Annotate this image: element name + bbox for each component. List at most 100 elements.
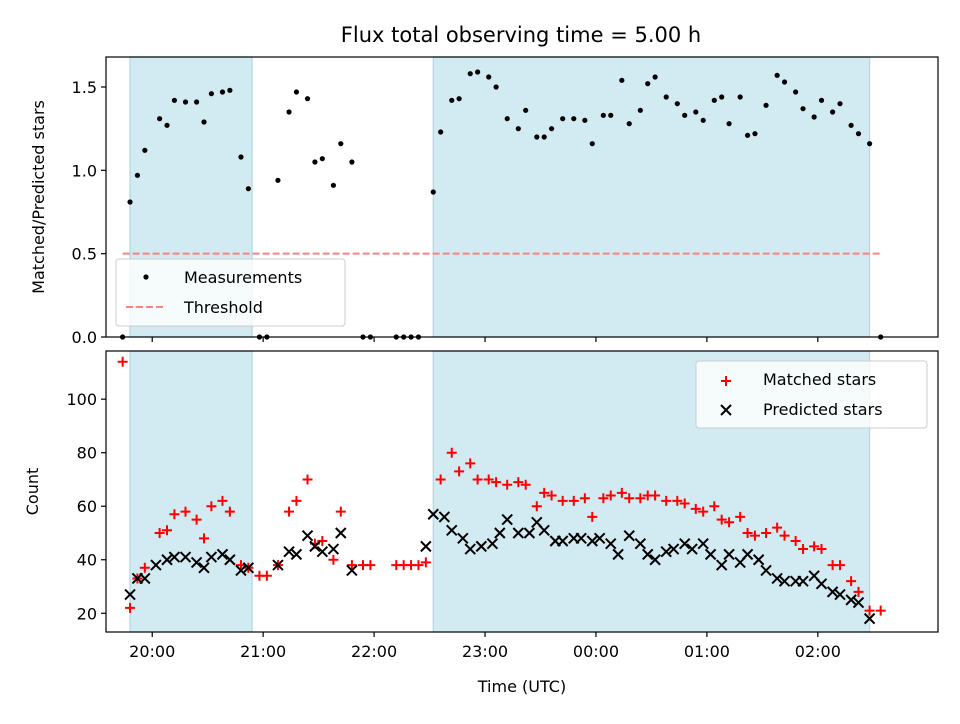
measurement-point — [744, 132, 751, 138]
matched-star-point — [875, 605, 886, 616]
predicted-star-point — [556, 535, 569, 547]
predicted-star-point — [501, 513, 513, 526]
predicted-star-point — [797, 575, 809, 587]
matched-star-point — [206, 501, 217, 512]
measurement-point — [293, 89, 300, 95]
measurement-point — [504, 116, 510, 122]
measurement-point — [127, 199, 133, 205]
matched-star-point — [413, 560, 424, 571]
measurement-point — [781, 79, 788, 85]
predicted-star-point — [523, 527, 536, 539]
predicted-star-point — [715, 559, 728, 571]
bottom-y-tick-label: 20 — [77, 604, 97, 623]
top-legend — [115, 258, 346, 327]
measurement-point — [711, 97, 717, 103]
predicted-star-point — [216, 548, 229, 561]
predicted-star-point — [124, 588, 136, 601]
legend-label: Measurements — [184, 268, 302, 287]
matched-star-point — [846, 576, 857, 587]
legend-predicted-marker — [720, 404, 732, 416]
measurement-point — [560, 116, 566, 122]
predicted-star-point — [475, 540, 488, 553]
matched-star-point — [635, 493, 646, 504]
predicted-star-point — [593, 532, 606, 545]
measurement-point — [855, 131, 862, 137]
measurement-point — [582, 117, 588, 123]
predicted-star-point — [834, 588, 846, 601]
predicted-star-point — [649, 554, 661, 566]
matched-star-point — [539, 487, 550, 498]
predicted-star-point — [605, 537, 617, 550]
predicted-star-point — [150, 559, 162, 571]
bottom-y-tick-label: 40 — [77, 551, 97, 570]
matched-star-point — [365, 560, 376, 571]
measurement-point — [319, 156, 325, 162]
measurement-point — [726, 121, 732, 127]
matched-star-point — [772, 522, 783, 533]
measurement-point — [763, 102, 769, 108]
measurement-point — [142, 147, 148, 153]
matched-star-point — [302, 474, 313, 485]
legend-label: Threshold — [183, 298, 263, 317]
measurement-point — [515, 126, 521, 132]
top-y-tick-label: 0.0 — [72, 328, 97, 347]
measurement-point — [652, 74, 658, 80]
measurement-point — [330, 182, 337, 188]
matched-star-point — [761, 527, 772, 538]
predicted-star-point — [575, 532, 587, 545]
matched-star-point — [864, 605, 875, 616]
bottom-panel: 20 40 60 80 100 20:00 21:00 22:00 23:00 00:00 01:0… — [23, 350, 939, 696]
predicted-star-point — [168, 551, 181, 563]
measurement-point — [848, 122, 854, 128]
measurement-point — [349, 159, 355, 165]
measurement-point — [219, 89, 226, 95]
predicted-star-point — [586, 535, 598, 547]
measurement-point — [134, 172, 141, 178]
matched-star-point — [224, 506, 235, 517]
measurement-point — [700, 117, 706, 123]
measurement-point — [719, 94, 725, 100]
measurement-point — [182, 99, 189, 105]
matched-star-point — [679, 498, 690, 509]
matched-star-point — [483, 474, 494, 485]
measurement-point — [866, 141, 873, 147]
matched-star-point — [698, 506, 709, 517]
measurement-point — [548, 126, 555, 132]
predicted-star-point — [642, 548, 654, 561]
matched-star-point — [154, 527, 165, 538]
matched-star-point — [605, 490, 616, 501]
matched-star-point — [598, 493, 609, 504]
legend-label: Predicted stars — [763, 400, 883, 419]
matched-star-point — [446, 447, 457, 458]
matched-star-point — [690, 503, 701, 514]
measurement-point — [752, 131, 758, 137]
measurement-point — [600, 112, 606, 118]
measurement-point — [171, 97, 178, 103]
predicted-star-point — [612, 548, 624, 561]
matched-star-point — [587, 511, 598, 522]
matched-star-point — [513, 477, 524, 488]
predicted-star-point — [686, 543, 698, 555]
predicted-star-point — [224, 554, 236, 566]
top-panel: 0.0 0.5 1.0 1.5 Matched/Predicted stars Measu… — [29, 56, 939, 347]
measurement-point — [830, 109, 836, 115]
matched-star-point — [568, 495, 579, 506]
measurement-point — [467, 71, 473, 77]
predicted-star-point — [752, 554, 765, 566]
predicted-star-point — [678, 537, 691, 550]
measurement-point — [637, 107, 643, 113]
matched-star-point — [454, 466, 465, 477]
measurement-point — [534, 134, 540, 140]
measurement-point — [793, 89, 799, 95]
top-y-tick-label: 0.5 — [72, 245, 97, 264]
top-shaded-interval — [432, 56, 871, 338]
matched-star-point — [798, 544, 809, 555]
predicted-star-point — [301, 529, 314, 542]
matched-star-point — [217, 495, 228, 506]
bottom-axes-frame — [105, 350, 939, 633]
measurement-point — [682, 112, 688, 118]
top-y-axis-label: Matched/Predicted stars — [29, 100, 48, 294]
matched-star-point — [724, 517, 735, 528]
x-tick-label: 02:00 — [795, 642, 841, 661]
